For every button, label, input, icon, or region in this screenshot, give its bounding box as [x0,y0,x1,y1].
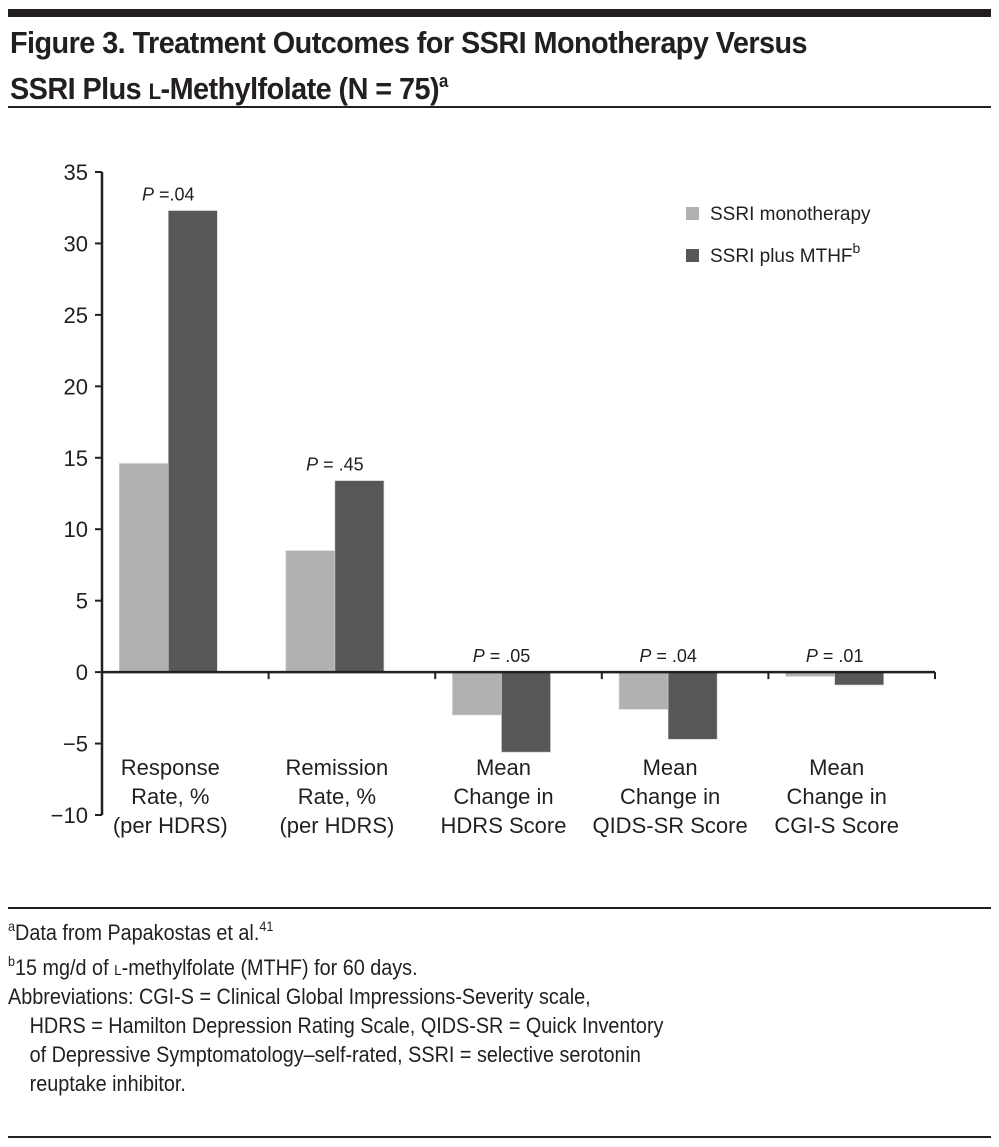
bar-ssri-monotherapy [618,671,669,710]
notes-rule-top [8,907,991,909]
category-label: Change in [787,784,887,809]
y-tick-label: 25 [64,303,88,328]
top-rule [8,9,991,17]
p-symbol: P [473,646,485,666]
category-label: Rate, % [298,784,376,809]
title-line-1: Figure 3. Treatment Outcomes for SSRI Mo… [10,25,808,60]
title-part: SSRI Plus [10,71,149,106]
category-label: (per HDRS) [279,813,394,838]
bar-ssri-plus-mthf [501,671,551,753]
footnote-a-text: Data from Papakostas et al. [15,920,260,945]
category-label: Mean [476,755,531,780]
bar-ssri-plus-mthf [168,210,218,673]
legend-label: SSRI plus MTHFb [710,240,861,267]
p-value-annotations: P =.04P = .45P = .05 P = .04 P = .01 [142,185,863,667]
p-symbol: P [806,646,818,666]
y-tick-label: 5 [76,589,88,614]
p-value-label: P = .45 [306,455,364,475]
figure-title: Figure 3. Treatment Outcomes for SSRI Mo… [10,24,921,108]
p-value-label: P =.04 [142,185,195,205]
p-value: = .45 [318,455,364,475]
bar-ssri-monotherapy [119,463,169,673]
footnote-b-smallcaps: l [114,955,122,980]
y-axis: 35 30 25 20 15 10 5 0 −5 −10 [51,160,104,828]
footnotes: aData from Papakostas et al.41 b15 mg/d … [8,912,890,1098]
y-tick-label: 35 [64,160,88,185]
p-value-label: P = .04 [639,646,697,666]
abbreviations-line-4: reuptake inhibitor. [29,1071,186,1096]
p-symbol: P [639,646,651,666]
p-value: =.04 [154,185,195,205]
bar-ssri-monotherapy [452,671,502,716]
legend-swatch-ssri-plus-mthf [686,249,699,262]
p-value: = .01 [818,646,864,666]
title-footnote-marker: a [439,71,448,91]
category-label: (per HDRS) [113,813,228,838]
category-label: Rate, % [131,784,209,809]
title-line-2: SSRI Plus l-Methylfolate (N = 75)a [10,62,921,108]
abbreviations-line-2: HDRS = Hamilton Depression Rating Scale,… [29,1013,664,1038]
legend-footnote-marker: b [853,240,861,256]
p-value-label: P = .05 [473,646,531,666]
legend-label-text: SSRI plus MTHF [710,246,853,267]
abbreviations-line-1: Abbreviations: CGI-S = Clinical Global I… [8,984,591,1009]
bar-ssri-plus-mthf [667,671,718,740]
footnote-b: b15 mg/d of l-methylfolate (MTHF) for 60… [8,947,890,982]
footnote-a-marker: a [8,918,16,934]
notes-rule-bottom [8,1136,991,1138]
y-tick-label: −5 [63,732,88,757]
bar-ssri-monotherapy [285,550,336,673]
category-label: HDRS Score [441,813,567,838]
title-part: -Methylfolate (N = 75) [160,71,440,106]
y-tick-label: −10 [51,803,88,828]
category-label: Change in [620,784,720,809]
category-label: CGI-S Score [774,813,899,838]
category-label: Remission [286,755,389,780]
footnote-b-text: 15 mg/d of [15,955,115,980]
y-tick-label: 0 [76,660,88,685]
p-value-label: P = .01 [806,646,864,666]
category-label: Change in [453,784,553,809]
p-symbol: P [142,185,154,205]
category-label: Mean [809,755,864,780]
title-smallcaps: l [148,71,161,106]
y-tick-label: 20 [64,374,88,399]
footnote-a: aData from Papakostas et al.41 [8,912,890,947]
title-rule [8,106,991,108]
legend-label-text: SSRI monotherapy [710,204,871,225]
footnote-a-ref: 41 [259,918,274,934]
category-label: QIDS-SR Score [592,813,747,838]
footnote-b-marker: b [8,953,16,969]
abbreviations-line-3: of Depressive Symptomatology–self-rated,… [29,1042,641,1067]
p-value: = .04 [651,646,697,666]
bar-ssri-plus-mthf [834,671,885,686]
legend: SSRI monotherapy SSRI plus MTHFb [686,204,871,267]
bars [119,210,885,753]
y-tick-label: 15 [64,446,88,471]
y-tick-label: 30 [64,231,88,256]
p-symbol: P [306,455,318,475]
y-tick-label: 10 [64,517,88,542]
p-value: = .05 [485,646,531,666]
bar-ssri-plus-mthf [334,480,385,673]
category-label: Mean [643,755,698,780]
category-label: Response [121,755,220,780]
legend-label: SSRI monotherapy [710,204,871,225]
category-labels: Response Rate, % (per HDRS) Remission Rate, … [113,755,899,838]
footnote-b-text: -methylfolate (MTHF) for 60 days. [121,955,418,980]
legend-swatch-ssri-monotherapy [686,207,699,220]
x-axis [102,670,936,680]
